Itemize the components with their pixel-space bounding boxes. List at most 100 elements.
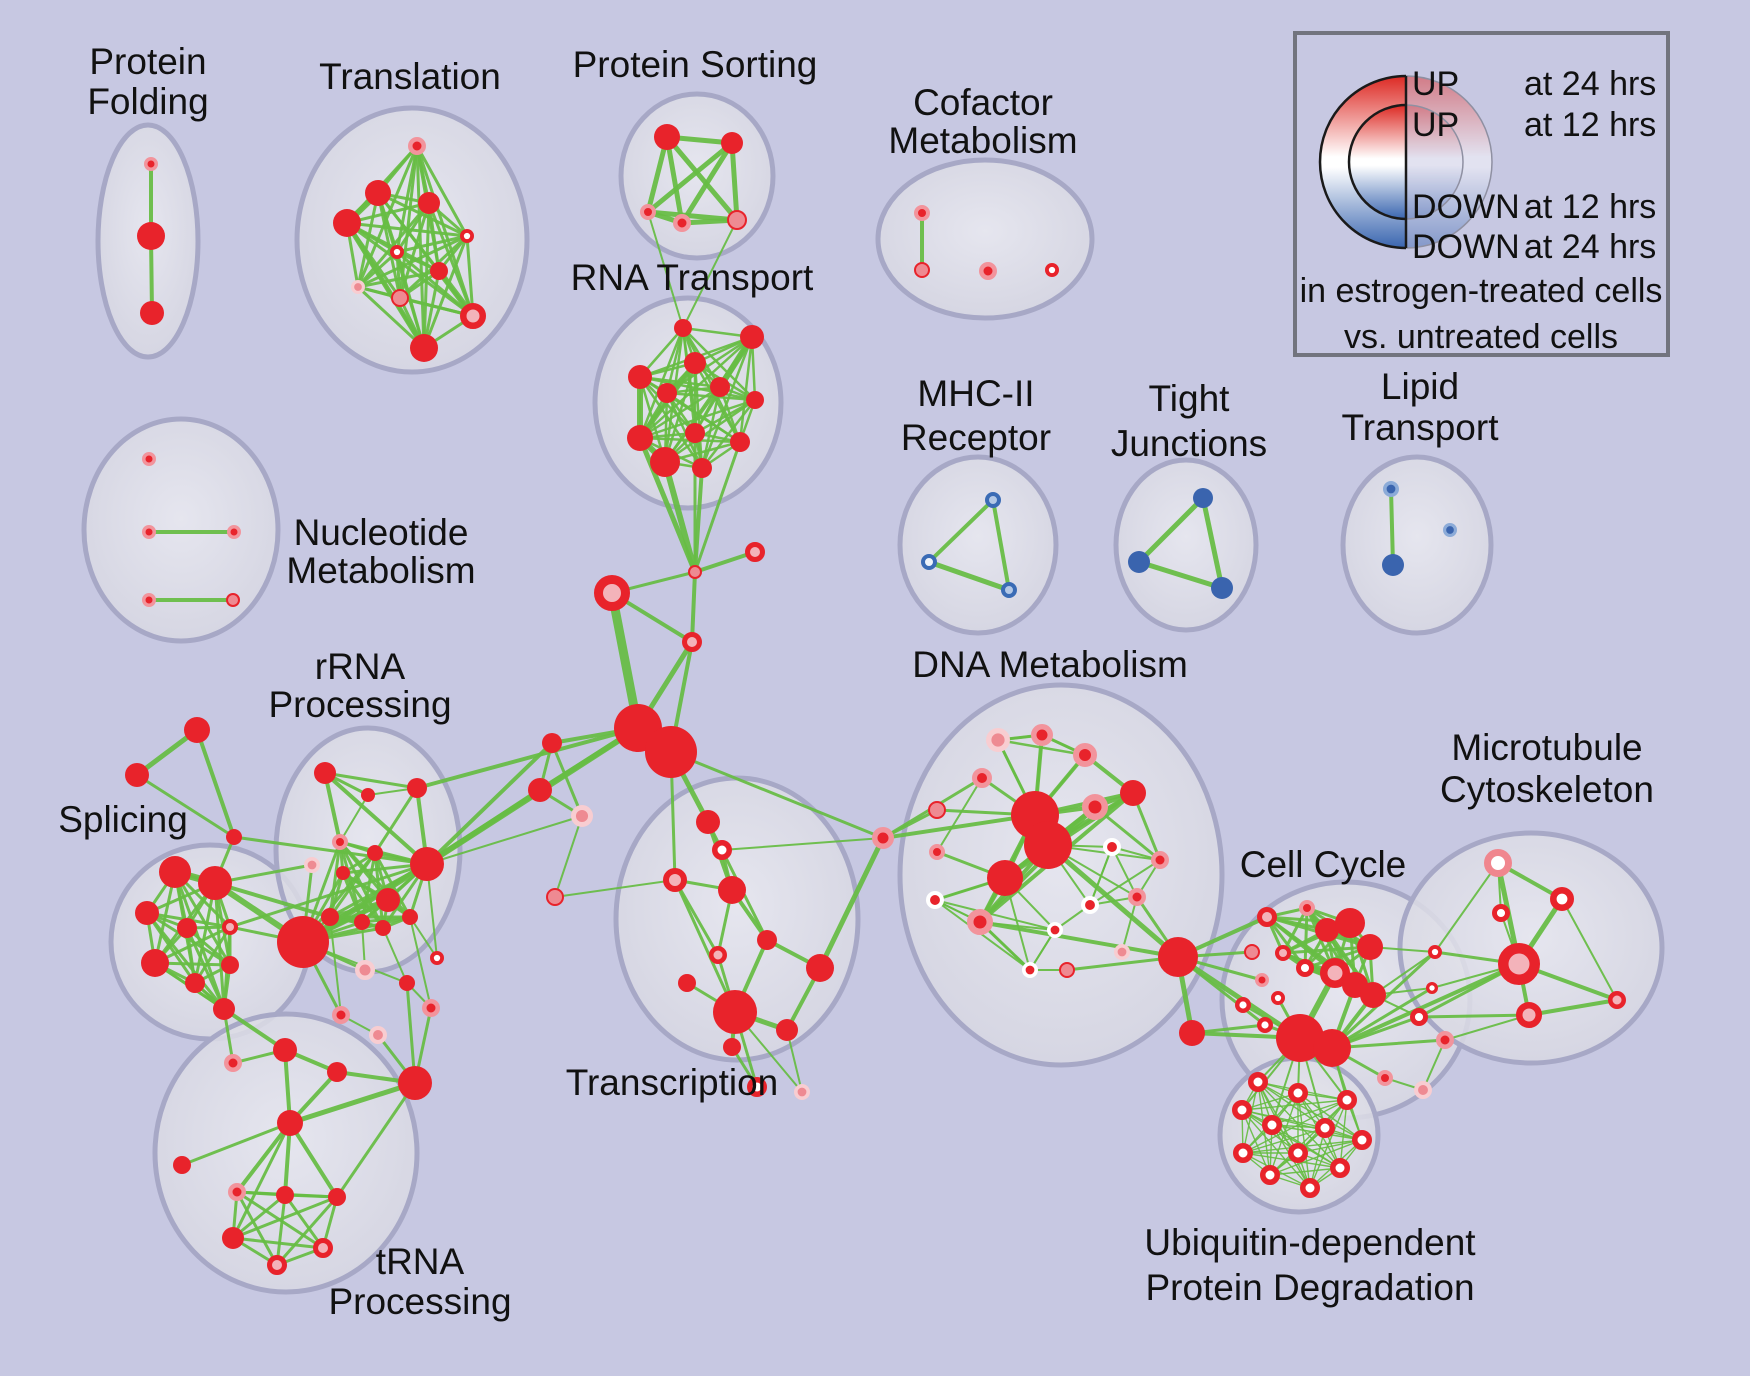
- legend-inner-right-arc: [1405, 104, 1464, 220]
- cluster-protein-folding-label: Protein Folding: [87, 41, 208, 122]
- edge-cc4-cc9: [1281, 906, 1309, 955]
- edge-sp5-rrH: [228, 862, 429, 929]
- edge-cc18-mt4: [1330, 962, 1521, 1050]
- edge-h1-rr3: [415, 726, 640, 790]
- gene-node-tj3: [1211, 577, 1233, 599]
- gene-node-rt10: [730, 432, 750, 452]
- edge-ub6-ub12: [1309, 1127, 1326, 1189]
- edge-rr2-rr4: [339, 794, 369, 843]
- gene-node-ps1: [654, 124, 680, 150]
- edge-cc1-cc17: [1175, 954, 1303, 1041]
- gene-node-tx12: [747, 1077, 767, 1097]
- edge-tn8-tnH: [287, 1080, 418, 1126]
- gene-node-rr1: [314, 762, 336, 784]
- gene-node-tx5: [757, 930, 777, 950]
- gene-node-rr12: [402, 909, 418, 925]
- gene-node-dn7: [928, 801, 946, 819]
- edge-tj1-tj3: [1200, 495, 1225, 591]
- edge-tx2-dn1: [721, 837, 884, 851]
- gene-node-dn18: [1081, 896, 1100, 915]
- gene-node-dn8: [1082, 794, 1108, 820]
- legend-faded-right-half: [1406, 76, 1492, 248]
- edge-sp5-sp7: [193, 925, 232, 985]
- edge-b3-rrH: [426, 815, 583, 865]
- gene-node-dn6: [1120, 780, 1146, 806]
- gene-node-dn13: [1103, 838, 1122, 857]
- gene-node-tl6: [389, 245, 404, 260]
- gene-node-mh2: [921, 554, 937, 570]
- edge-tn5-rr9: [329, 916, 342, 1016]
- gene-node-rr7: [336, 866, 350, 880]
- edge-dn13-dn15: [1111, 846, 1138, 898]
- edge-cc23-mt5: [1444, 1014, 1530, 1041]
- edge-ub6-ub8: [1242, 1127, 1326, 1154]
- edge-ub4-ub7: [1241, 1109, 1363, 1141]
- edge-cc4-cc10: [1303, 906, 1309, 970]
- legend-outer-left-arc: [1318, 74, 1407, 250]
- gene-node-cc4: [1299, 900, 1315, 916]
- cluster-cofactor-metabolism-ellipse: [875, 157, 1095, 321]
- legend-time-label-3: at 24 hrs: [1524, 228, 1656, 266]
- gene-node-tx10: [806, 954, 834, 982]
- legend-inner-left-arc: [1347, 103, 1407, 221]
- edge-tnH-tn9: [180, 1121, 292, 1167]
- gene-node-tn5: [332, 1006, 350, 1024]
- edge-tl4-tl5: [345, 221, 469, 238]
- gene-node-rr9: [321, 908, 339, 926]
- gene-node-cc24: [1377, 1070, 1393, 1086]
- gene-node-rt2: [740, 325, 764, 349]
- edge-rt1-rt12: [681, 326, 704, 470]
- gene-node-rr3: [407, 778, 427, 798]
- cluster-ubiquitin-degradation-label: Ubiquitin-dependent Protein Degradation: [1144, 1222, 1476, 1308]
- edge-ub3-ub4: [1241, 1099, 1348, 1111]
- gene-node-ps2: [721, 132, 743, 154]
- edge-dn1-dn9: [881, 813, 1037, 840]
- gene-node-rr6: [367, 845, 383, 861]
- gene-node-rt5: [710, 377, 730, 397]
- edge-b1-rrH: [425, 741, 554, 866]
- gene-node-tn9: [173, 1156, 191, 1174]
- gene-node-cc1: [1158, 937, 1198, 977]
- gene-node-mt1: [1484, 849, 1512, 877]
- edge-rt7-rt11: [663, 398, 757, 464]
- edge-tl1-tl5: [415, 144, 469, 238]
- gene-node-tl2: [365, 180, 391, 206]
- edge-rt7-rt12: [700, 398, 757, 470]
- gene-node-tx9: [776, 1019, 798, 1041]
- edge-ps1-ps5: [664, 134, 740, 223]
- gene-node-tx4: [718, 876, 746, 904]
- gene-node-rt1: [674, 319, 692, 337]
- gene-node-rr13: [429, 950, 444, 965]
- edge-rt1-rt8: [638, 326, 685, 440]
- gene-node-cc3: [1257, 907, 1277, 927]
- edge-ub3-ub11: [1269, 1099, 1348, 1176]
- gene-node-lp3: [1442, 523, 1457, 538]
- edge-b3-b4: [554, 815, 583, 898]
- gene-node-cc16: [1256, 1017, 1273, 1034]
- edge-rr1-rrH: [323, 771, 429, 866]
- gene-node-cc18: [1313, 1029, 1351, 1067]
- gene-node-dn15: [1128, 888, 1146, 906]
- edge-rt2-rt10: [738, 335, 754, 444]
- edge-mh1-mh3: [991, 498, 1011, 592]
- gene-node-cc6: [1335, 908, 1365, 938]
- gene-node-spB: [125, 763, 149, 787]
- cluster-dna-metabolism-label: DNA Metabolism: [912, 644, 1188, 685]
- cluster-lipid-transport-ellipse: [1340, 454, 1494, 636]
- gene-node-rt12: [692, 458, 712, 478]
- edge-ps5-rt1: [682, 219, 738, 329]
- gene-node-rt8: [627, 425, 653, 451]
- edge-sp9-tn3: [222, 1007, 287, 1052]
- cluster-trna-processing-label: tRNA Processing: [328, 1241, 511, 1322]
- edge-tl5-tl10: [465, 234, 475, 318]
- edge-mt5-mt6: [1527, 998, 1619, 1017]
- gene-node-ch4: [682, 632, 702, 652]
- edge-cc7-cc9: [1281, 945, 1372, 955]
- edge-ps3-rt1: [647, 211, 684, 329]
- gene-node-tx8: [713, 990, 757, 1034]
- gene-node-pf3: [140, 301, 164, 325]
- gene-node-cc22: [1409, 1007, 1428, 1026]
- edge-rr3-rr6: [373, 786, 419, 855]
- gene-node-tn3: [273, 1038, 297, 1062]
- gene-node-tn10: [228, 1183, 246, 1201]
